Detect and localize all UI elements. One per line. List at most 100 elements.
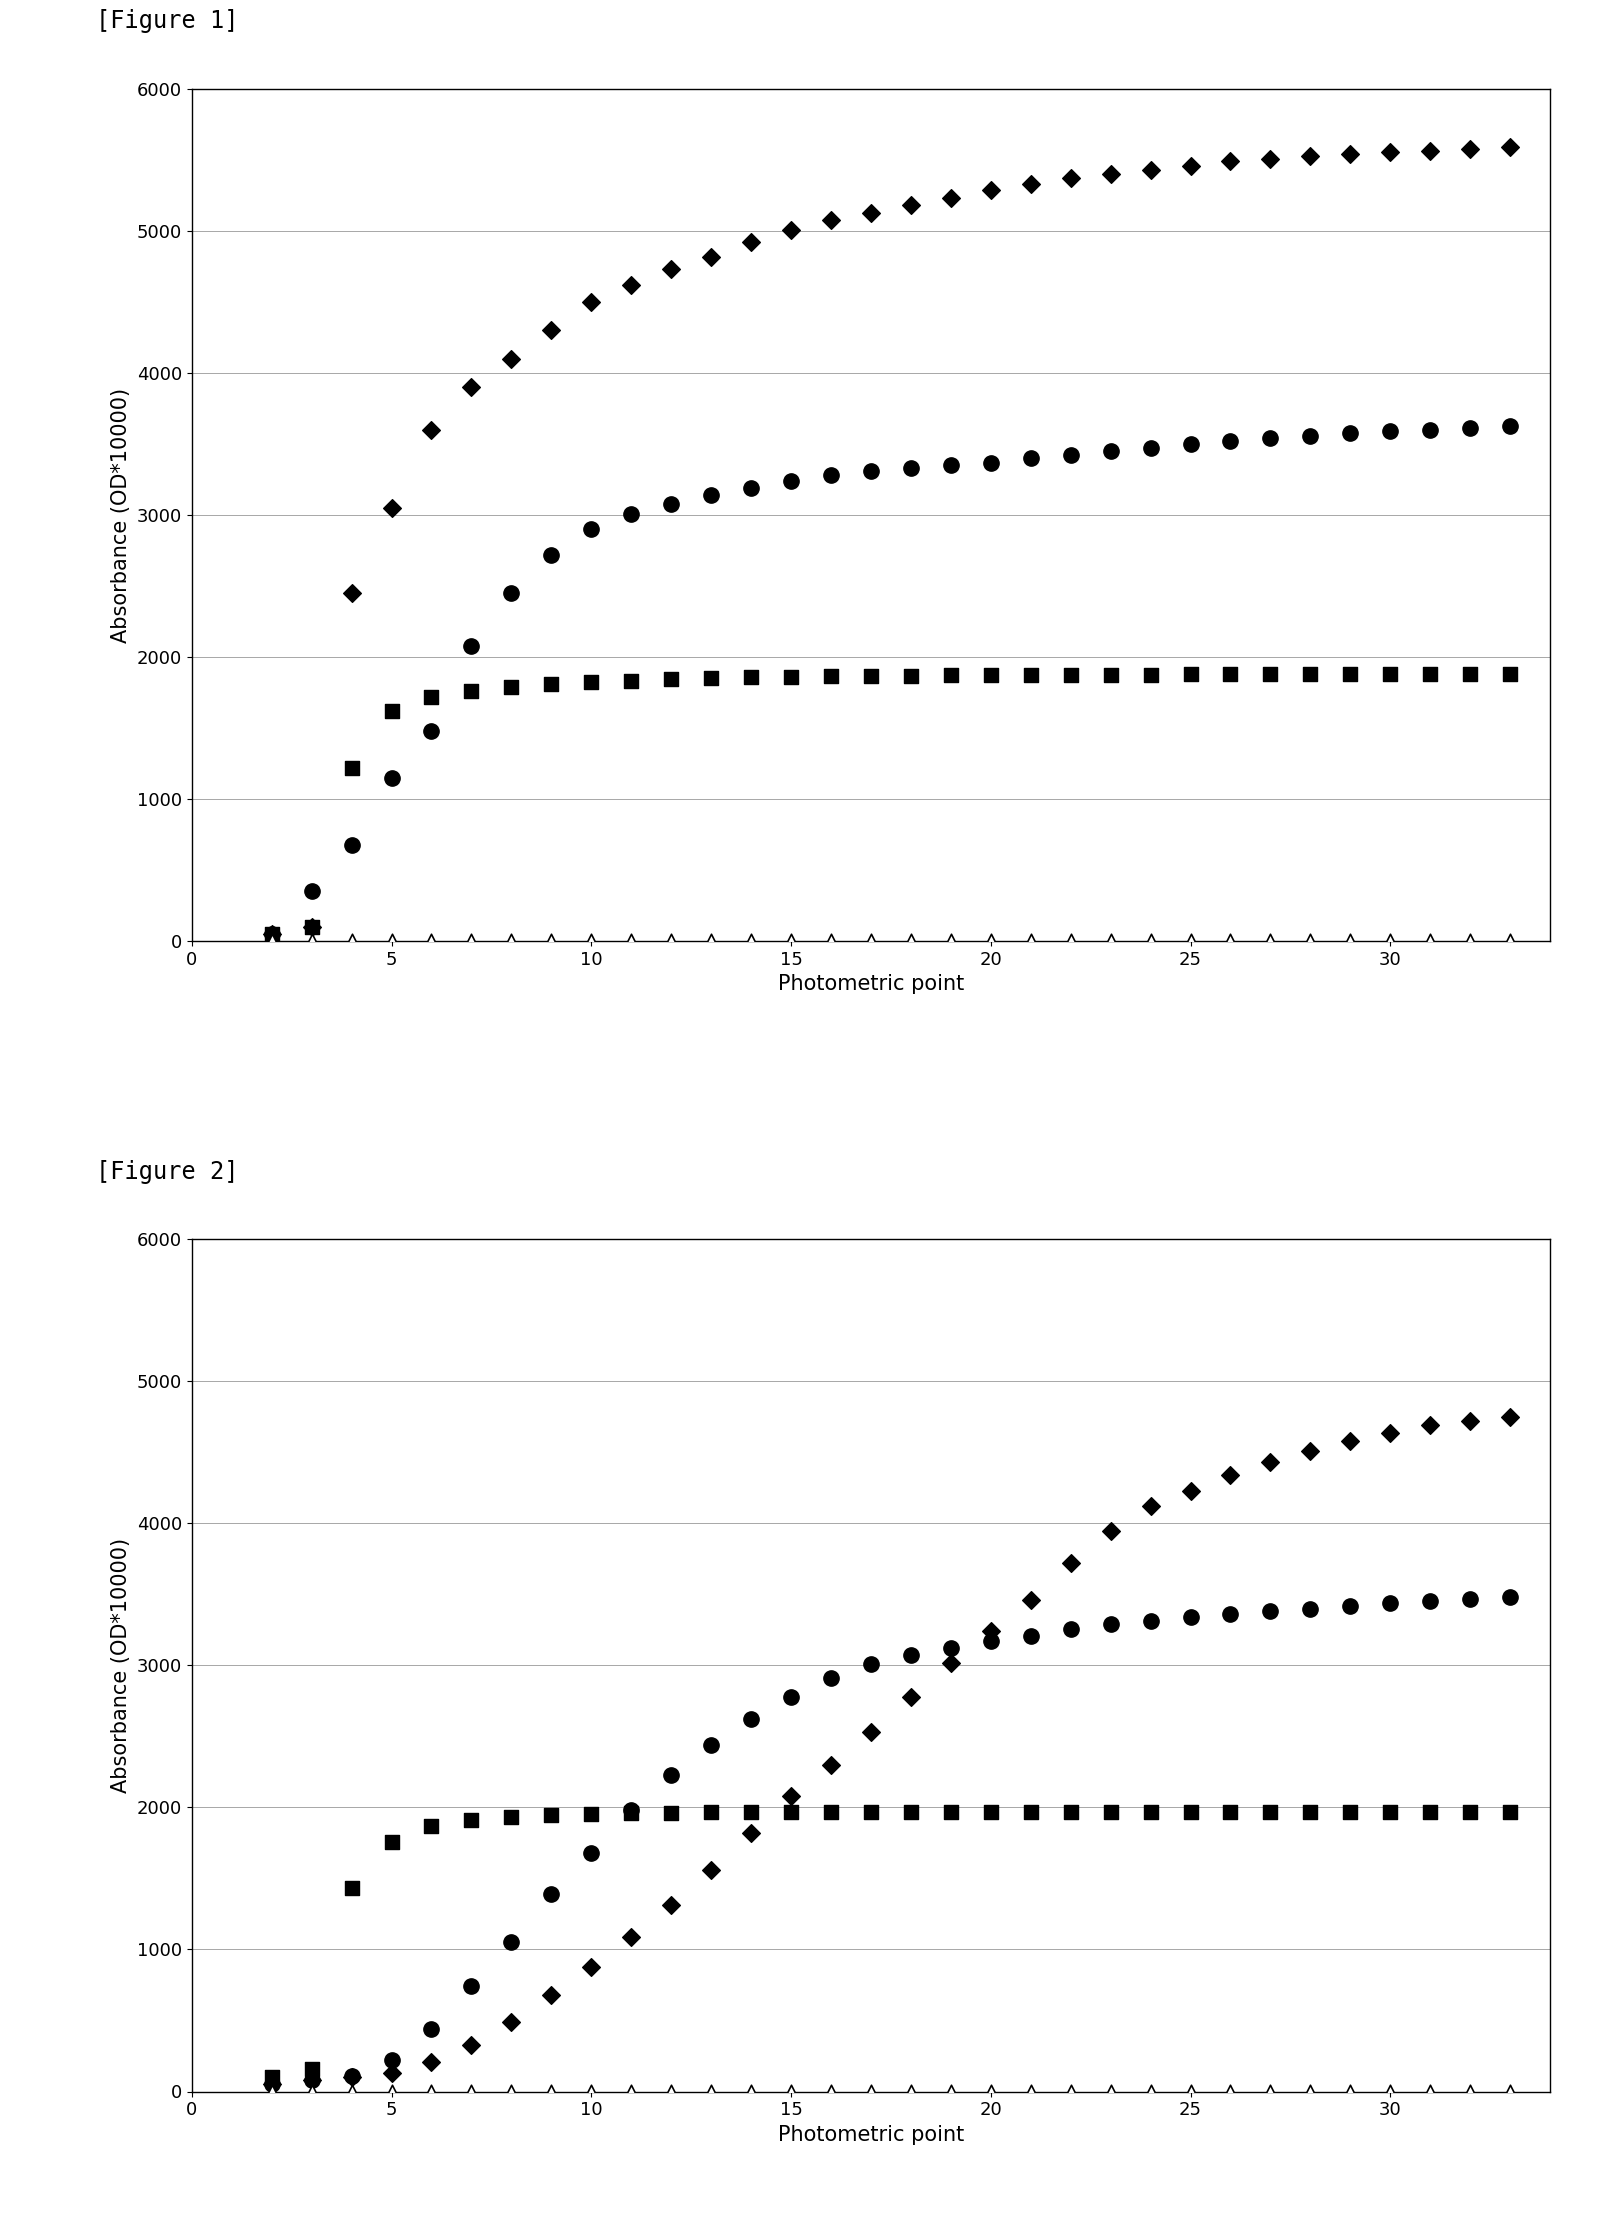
Point bbox=[858, 454, 884, 490]
Point bbox=[499, 1925, 524, 1960]
Point bbox=[938, 447, 964, 483]
Point bbox=[1338, 2074, 1363, 2109]
Point bbox=[1098, 1513, 1123, 1549]
Point bbox=[738, 225, 764, 260]
Point bbox=[499, 2005, 524, 2040]
Point bbox=[738, 469, 764, 505]
Point bbox=[978, 445, 1004, 481]
Point bbox=[778, 1793, 804, 1829]
Point bbox=[618, 496, 644, 532]
Point bbox=[1497, 1580, 1523, 1615]
Point bbox=[1497, 656, 1523, 692]
Point bbox=[339, 828, 364, 863]
Text: [Figure 2]: [Figure 2] bbox=[96, 1159, 238, 1184]
Point bbox=[938, 180, 964, 216]
Point bbox=[1417, 134, 1443, 169]
Point bbox=[1417, 1408, 1443, 1444]
Point bbox=[738, 1702, 764, 1738]
Point bbox=[618, 923, 644, 959]
Point bbox=[1258, 1444, 1283, 1480]
Point bbox=[1497, 923, 1523, 959]
Point bbox=[1098, 1793, 1123, 1829]
Point bbox=[738, 659, 764, 694]
Point bbox=[1338, 656, 1363, 692]
Point bbox=[738, 1816, 764, 1851]
Point bbox=[1058, 923, 1083, 959]
Point bbox=[1298, 1793, 1323, 1829]
Y-axis label: Absorbance (OD*10000): Absorbance (OD*10000) bbox=[112, 1537, 131, 1793]
Point bbox=[1098, 2074, 1123, 2109]
Point bbox=[1138, 2074, 1163, 2109]
Point bbox=[1377, 414, 1403, 449]
Point bbox=[299, 910, 324, 946]
Point bbox=[818, 1793, 844, 1829]
Point bbox=[1018, 1618, 1043, 1653]
Point bbox=[1258, 923, 1283, 959]
Point bbox=[778, 2074, 804, 2109]
Point bbox=[1258, 656, 1283, 692]
Point bbox=[618, 2074, 644, 2109]
Point bbox=[858, 196, 884, 231]
Point bbox=[818, 458, 844, 494]
Point bbox=[1178, 427, 1203, 463]
Point bbox=[578, 512, 604, 547]
Point bbox=[459, 369, 484, 405]
Point bbox=[299, 910, 324, 946]
Point bbox=[419, 679, 444, 714]
Point bbox=[818, 1660, 844, 1695]
Point bbox=[259, 917, 284, 952]
Point bbox=[1417, 923, 1443, 959]
Point bbox=[658, 1796, 684, 1831]
Point bbox=[1178, 1600, 1203, 1635]
Point bbox=[1457, 1582, 1483, 1618]
Point bbox=[459, 1802, 484, 1838]
Point bbox=[1218, 423, 1243, 458]
Point bbox=[299, 2063, 324, 2098]
Point bbox=[778, 1680, 804, 1715]
Point bbox=[1338, 923, 1363, 959]
Point bbox=[459, 2027, 484, 2063]
Point bbox=[818, 923, 844, 959]
Point bbox=[1377, 1584, 1403, 1620]
Point bbox=[1138, 1602, 1163, 1638]
Point bbox=[938, 923, 964, 959]
Point bbox=[539, 923, 564, 959]
Point bbox=[1138, 1793, 1163, 1829]
Point bbox=[1178, 923, 1203, 959]
Point bbox=[658, 2074, 684, 2109]
Point bbox=[1497, 1400, 1523, 1435]
Point bbox=[1417, 656, 1443, 692]
Point bbox=[818, 202, 844, 238]
Point bbox=[379, 2056, 404, 2092]
Point bbox=[578, 1836, 604, 1871]
X-axis label: Photometric point: Photometric point bbox=[778, 975, 964, 995]
Point bbox=[339, 923, 364, 959]
Point bbox=[738, 923, 764, 959]
Point bbox=[978, 1793, 1004, 1829]
Point bbox=[339, 2058, 364, 2094]
Point bbox=[1258, 421, 1283, 456]
Point bbox=[938, 1631, 964, 1667]
Point bbox=[1098, 1606, 1123, 1642]
Point bbox=[1457, 131, 1483, 167]
Point bbox=[1377, 923, 1403, 959]
Point bbox=[499, 340, 524, 376]
Point bbox=[1298, 1591, 1323, 1626]
Point bbox=[738, 2074, 764, 2109]
Point bbox=[858, 2074, 884, 2109]
Point bbox=[1058, 1611, 1083, 1646]
Point bbox=[1377, 2074, 1403, 2109]
Point bbox=[698, 478, 724, 514]
Point bbox=[618, 1793, 644, 1829]
Point bbox=[1417, 412, 1443, 447]
Point bbox=[978, 2074, 1004, 2109]
Point bbox=[1377, 656, 1403, 692]
X-axis label: Photometric point: Photometric point bbox=[778, 2125, 964, 2145]
Point bbox=[658, 923, 684, 959]
Point bbox=[259, 2060, 284, 2096]
Point bbox=[1058, 656, 1083, 692]
Point bbox=[1138, 151, 1163, 187]
Point bbox=[459, 627, 484, 663]
Point bbox=[618, 1796, 644, 1831]
Point bbox=[698, 1727, 724, 1762]
